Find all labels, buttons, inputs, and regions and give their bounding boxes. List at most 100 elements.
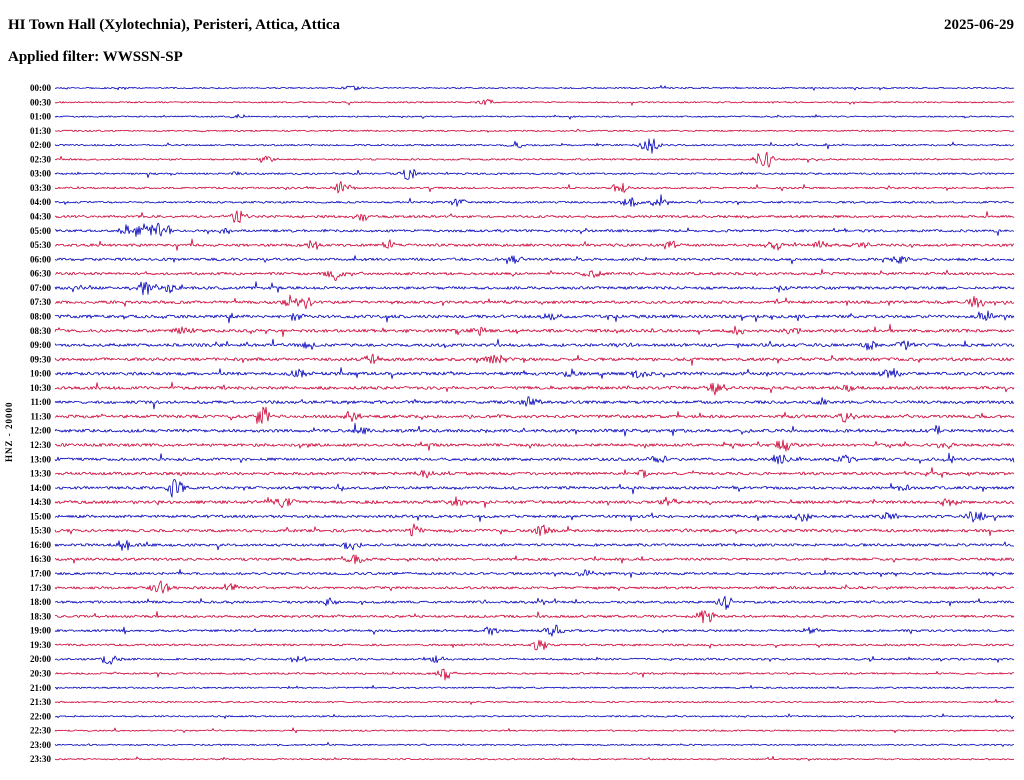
trace-16:30 — [54, 554, 1015, 565]
trace-09:30 — [54, 353, 1015, 366]
trace-07:00 — [54, 281, 1015, 296]
trace-time-label: 17:00 — [30, 569, 51, 579]
trace-time-label: 03:00 — [30, 169, 51, 179]
trace-01:30 — [54, 128, 1015, 133]
trace-11:00 — [54, 396, 1015, 410]
trace-10:00 — [54, 367, 1015, 379]
trace-07:30 — [54, 294, 1015, 310]
trace-time-label: 03:30 — [30, 183, 51, 193]
trace-08:30 — [54, 323, 1015, 337]
trace-06:00 — [54, 255, 1015, 265]
trace-time-label: 07:00 — [30, 283, 51, 293]
trace-18:30 — [54, 610, 1015, 624]
trace-time-label: 11:00 — [30, 397, 51, 407]
trace-time-label: 12:00 — [30, 426, 51, 436]
trace-time-label: 12:30 — [30, 440, 51, 450]
date-label: 2025-06-29 — [944, 17, 1014, 33]
trace-05:00 — [54, 222, 1015, 237]
trace-time-label: 14:00 — [30, 483, 51, 493]
trace-03:30 — [54, 181, 1015, 194]
trace-time-label: 01:00 — [30, 112, 51, 122]
trace-21:30 — [54, 698, 1015, 705]
trace-time-label: 22:30 — [30, 726, 51, 736]
trace-01:00 — [54, 113, 1015, 120]
trace-04:00 — [54, 194, 1015, 207]
trace-02:30 — [54, 151, 1015, 168]
trace-19:00 — [54, 624, 1015, 637]
trace-time-label: 11:30 — [30, 411, 51, 421]
trace-00:30 — [54, 98, 1015, 106]
trace-time-label: 08:00 — [30, 312, 51, 322]
trace-08:00 — [54, 310, 1015, 324]
trace-00:00 — [54, 85, 1015, 91]
trace-time-label: 00:30 — [30, 97, 51, 107]
trace-10:30 — [54, 381, 1015, 396]
trace-time-label: 10:00 — [30, 369, 51, 379]
trace-time-label: 23:30 — [30, 754, 51, 764]
trace-18:00 — [54, 595, 1015, 610]
trace-04:30 — [54, 210, 1014, 224]
trace-time-label: 08:30 — [30, 326, 51, 336]
trace-time-label: 20:30 — [30, 669, 51, 679]
filter-label: Applied filter: WWSSN-SP — [8, 49, 183, 65]
trace-time-label: 02:00 — [30, 140, 51, 150]
trace-time-label: 21:00 — [30, 683, 51, 693]
trace-time-label: 06:00 — [30, 254, 51, 264]
trace-19:30 — [54, 639, 1015, 651]
trace-time-label: 21:30 — [30, 697, 51, 707]
trace-17:30 — [54, 580, 1015, 594]
trace-time-label: 18:30 — [30, 611, 51, 621]
trace-15:00 — [54, 511, 1015, 523]
trace-time-label: 23:00 — [30, 740, 51, 750]
trace-time-label: 07:30 — [30, 297, 51, 307]
trace-time-label: 05:00 — [30, 226, 51, 236]
page-title: HI Town Hall (Xylotechnia), Peristeri, A… — [8, 17, 341, 33]
trace-time-label: 09:00 — [30, 340, 51, 350]
trace-time-label: 05:30 — [30, 240, 51, 250]
trace-time-label: 10:30 — [30, 383, 51, 393]
trace-time-label: 15:00 — [30, 511, 51, 521]
trace-15:30 — [54, 523, 1015, 537]
trace-time-label: 01:30 — [30, 126, 51, 136]
trace-13:00 — [54, 452, 1015, 465]
trace-11:30 — [54, 406, 1015, 424]
trace-time-label: 16:00 — [30, 540, 51, 550]
trace-03:00 — [54, 169, 1015, 180]
trace-12:00 — [54, 422, 1015, 437]
trace-21:00 — [54, 685, 1015, 690]
trace-time-label: 04:30 — [30, 212, 51, 222]
trace-time-label: 17:30 — [30, 583, 51, 593]
trace-02:00 — [54, 138, 1015, 154]
trace-time-label: 13:00 — [30, 454, 51, 464]
trace-time-label: 18:00 — [30, 597, 51, 607]
trace-time-label: 06:30 — [30, 269, 51, 279]
header: HI Town Hall (Xylotechnia), Peristeri, A… — [8, 18, 1014, 33]
trace-16:00 — [54, 540, 1015, 551]
trace-14:00 — [55, 479, 1015, 498]
trace-time-label: 22:00 — [30, 711, 51, 721]
trace-13:30 — [54, 467, 1015, 479]
trace-time-label: 00:00 — [30, 83, 51, 93]
trace-20:30 — [54, 668, 1015, 681]
trace-20:00 — [54, 655, 1015, 665]
trace-14:30 — [54, 496, 1015, 509]
trace-23:00 — [54, 742, 1015, 747]
trace-09:00 — [54, 338, 1015, 351]
trace-time-label: 19:30 — [30, 640, 51, 650]
trace-12:30 — [55, 439, 1015, 452]
trace-17:00 — [54, 569, 1014, 578]
trace-time-label: 14:30 — [30, 497, 51, 507]
trace-time-label: 04:00 — [30, 197, 51, 207]
trace-time-label: 19:00 — [30, 626, 51, 636]
trace-time-label: 02:30 — [30, 154, 51, 164]
trace-time-label: 20:00 — [30, 654, 51, 664]
trace-22:00 — [54, 713, 1015, 720]
trace-time-label: 16:30 — [30, 554, 51, 564]
trace-06:30 — [54, 268, 1015, 281]
trace-time-label: 15:30 — [30, 526, 51, 536]
trace-05:30 — [54, 238, 1015, 251]
trace-23:30 — [55, 755, 1015, 762]
trace-time-label: 13:30 — [30, 469, 51, 479]
